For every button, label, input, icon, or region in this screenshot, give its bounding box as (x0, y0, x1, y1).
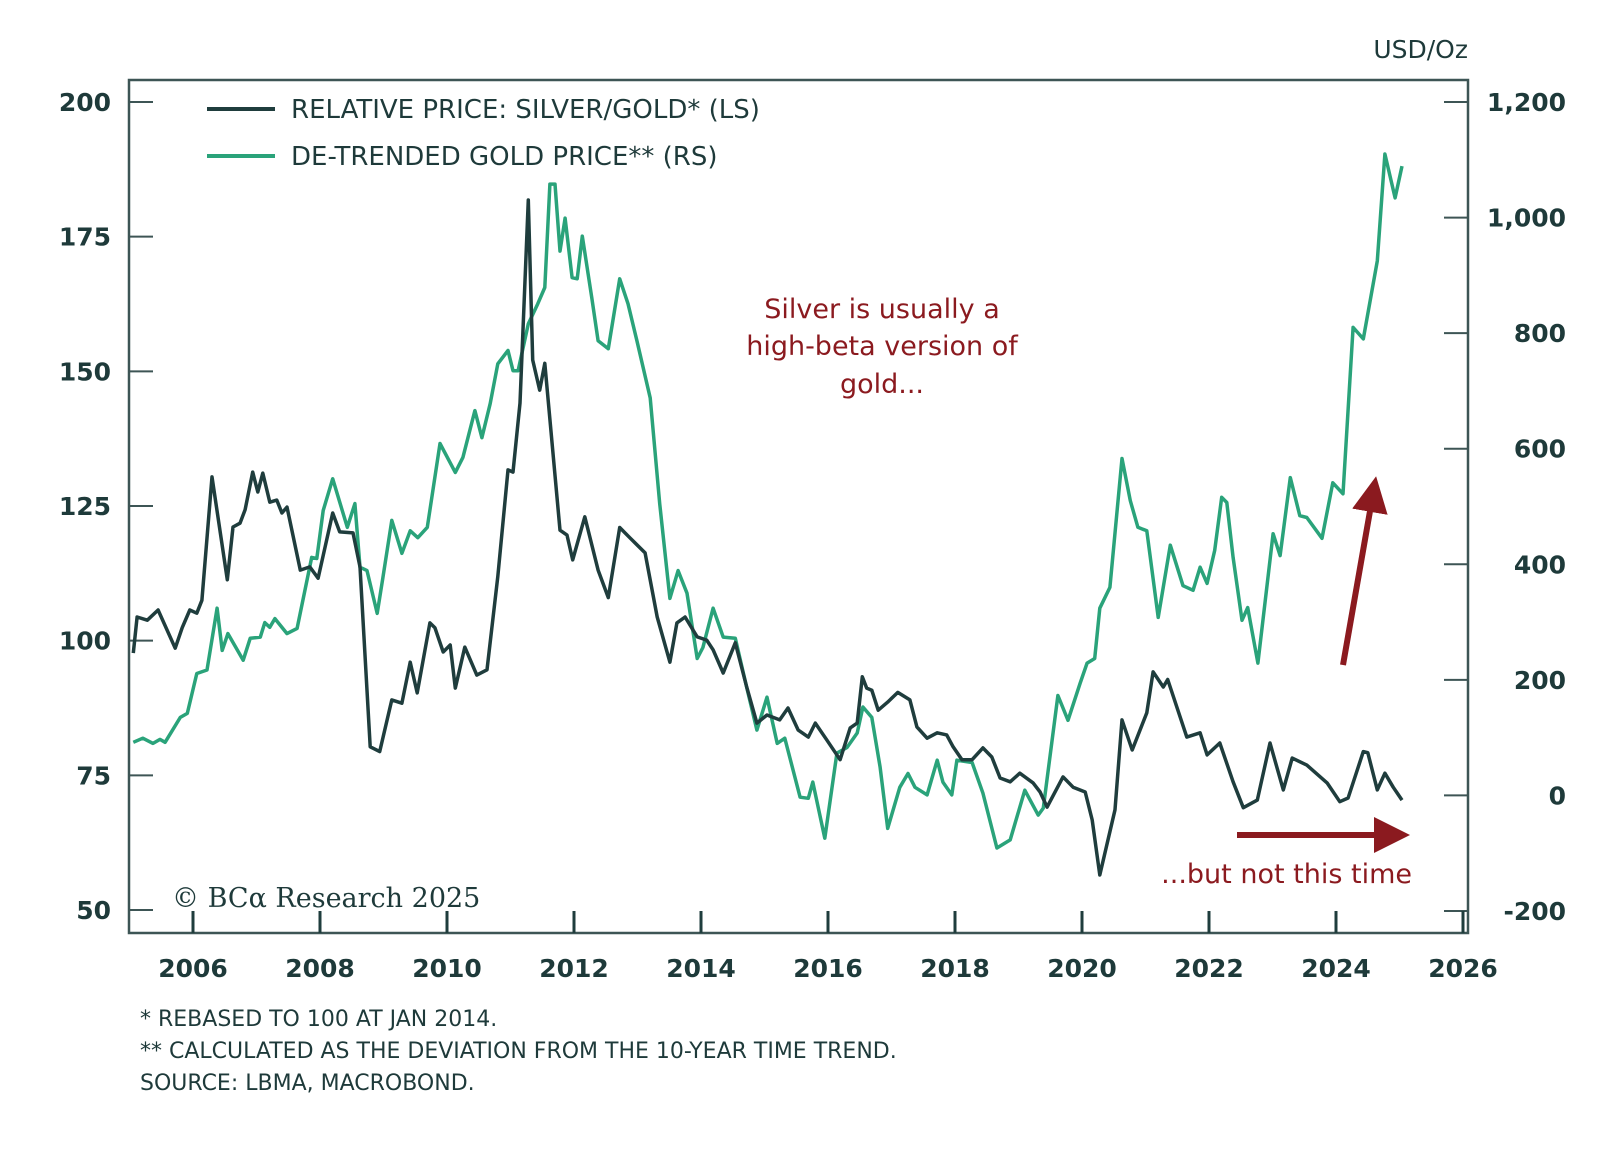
right-axis-unit-label: USD/Oz (1373, 35, 1468, 64)
right-axis-tick-label: 600 (1514, 435, 1566, 464)
x-axis-tick-label: 2014 (666, 954, 736, 983)
plot-frame (127, 78, 1470, 935)
series-line-silver-gold-ratio (131, 198, 1404, 877)
right-axis-tick-label: 1,200 (1487, 88, 1566, 117)
left-axis: 50 75 100 125 150 175 200 (59, 88, 153, 925)
right-axis-tick-label: 1,000 (1487, 204, 1566, 233)
x-axis-tick-label: 2008 (285, 954, 355, 983)
x-axis-tick-label: 2010 (412, 954, 482, 983)
footnote-1: * REBASED TO 100 AT JAN 2014. (140, 1007, 497, 1032)
left-axis-tick-label: 175 (59, 223, 111, 252)
x-axis-tick-label: 2024 (1301, 954, 1371, 983)
up-arrow-icon (1340, 476, 1388, 666)
annotation-beta-note: Silver is usually a high-beta version of… (746, 294, 1019, 400)
x-axis-tick-label: 2026 (1428, 954, 1498, 983)
x-axis-tick-label: 2020 (1047, 954, 1117, 983)
left-axis-tick-label: 200 (59, 88, 111, 117)
x-axis-tick-label: 2016 (793, 954, 863, 983)
annotation-but-note: ...but not this time (1161, 859, 1412, 890)
left-axis-tick-label: 150 (59, 357, 111, 386)
annotation-line-1: Silver is usually a (764, 294, 1000, 325)
left-axis-tick-label: 100 (59, 627, 111, 656)
right-axis: -200 0 200 400 600 800 1,000 1,200 (1444, 88, 1566, 926)
annotation-line-3: gold... (840, 369, 924, 400)
right-axis-tick-label: -200 (1503, 897, 1566, 926)
x-axis-tick-label: 2018 (920, 954, 990, 983)
footnote-source: SOURCE: LBMA, MACROBOND. (140, 1071, 475, 1096)
annotation-line-2: high-beta version of (746, 331, 1019, 362)
legend-label-gold-detrended: DE-TRENDED GOLD PRICE** (RS) (291, 142, 718, 172)
x-axis-tick-label: 2012 (539, 954, 609, 983)
left-axis-tick-label: 50 (76, 896, 111, 925)
series-line-detrended-gold (132, 152, 1404, 850)
x-axis-tick-label: 2006 (158, 954, 228, 983)
right-axis-tick-label: 0 (1549, 781, 1566, 810)
footnote-2: ** CALCULATED AS THE DEVIATION FROM THE … (140, 1039, 897, 1064)
right-axis-tick-label: 800 (1514, 319, 1566, 348)
left-axis-tick-label: 75 (76, 761, 111, 790)
x-axis: 2006 2008 2010 2012 2014 2016 2018 2020 2022 2024… (158, 911, 1498, 983)
right-axis-tick-label: 400 (1514, 550, 1566, 579)
copyright-label: © BCα Research 2025 (172, 883, 480, 914)
legend-label-silver-gold: RELATIVE PRICE: SILVER/GOLD* (LS) (291, 95, 760, 125)
right-axis-tick-label: 200 (1514, 666, 1566, 695)
left-axis-tick-label: 125 (59, 492, 111, 521)
legend: RELATIVE PRICE: SILVER/GOLD* (LS) DE-TRE… (207, 95, 760, 172)
x-axis-tick-label: 2022 (1174, 954, 1244, 983)
